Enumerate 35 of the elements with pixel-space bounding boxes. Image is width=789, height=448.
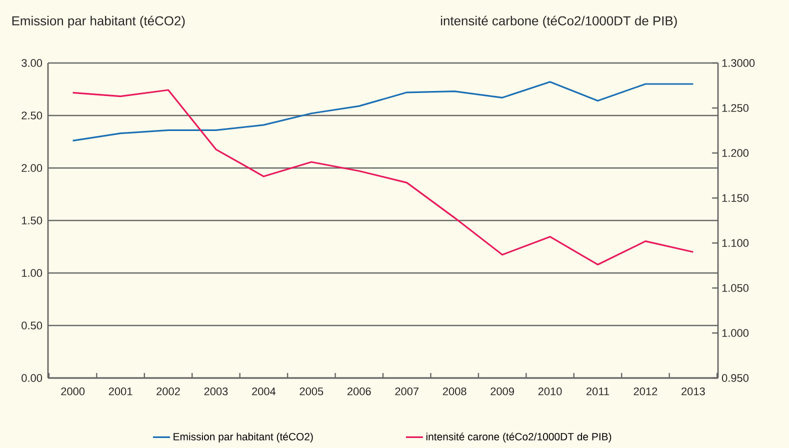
y2-tick-label: 1.3000	[722, 59, 755, 67]
x-tick-label: 2003	[204, 388, 228, 396]
x-tick-label: 2000	[61, 388, 85, 396]
legend-label: Emission par habitant (téCO2)	[174, 432, 313, 442]
x-tick-label: 2007	[395, 388, 418, 396]
x-tick-label: 2011	[586, 388, 609, 396]
x-tick-label: 2010	[538, 388, 562, 396]
y-tick-label: 2.00	[22, 164, 42, 172]
y-tick-label: 0.50	[22, 322, 42, 330]
y2-tick-label: 1.000	[722, 329, 749, 337]
x-tick-label: 2005	[300, 388, 324, 396]
x-tick-label: 2004	[252, 388, 276, 396]
y2-tick-label: 1.200	[722, 149, 749, 157]
x-tick-label: 2012	[634, 388, 658, 396]
line-series	[72, 89, 694, 266]
x-tick-label: 2008	[442, 388, 466, 396]
x-tick-label: 2001	[108, 388, 132, 396]
y2-tick-label: 0.950	[722, 374, 749, 382]
x-tick-label: 2013	[682, 388, 705, 396]
y2-tick-label: 1.050	[722, 284, 749, 292]
y-tick-label: 1.00	[22, 269, 42, 277]
y2-tick-label: 1.100	[722, 239, 749, 247]
y2-tick-label: 1.250	[722, 104, 749, 112]
y-tick-label: 3.00	[22, 59, 42, 67]
legend-label: intensité carone (téCo2/1000DT de PIB)	[426, 432, 612, 442]
line-series	[72, 81, 694, 142]
y2-axis-title: intensité carbone (téCo2/1000DT de PIB)	[440, 16, 677, 28]
y-axis-title: Emission par habitant (téCO2)	[12, 16, 185, 28]
x-tick-label: 2006	[348, 388, 371, 396]
x-tick-label: 2009	[490, 388, 514, 396]
y-tick-label: 1.50	[22, 216, 42, 224]
y-tick-label: 0.00	[22, 374, 42, 382]
x-tick-label: 2002	[156, 388, 180, 396]
y2-tick-label: 1.150	[722, 194, 749, 202]
y-tick-label: 2.50	[22, 112, 42, 120]
